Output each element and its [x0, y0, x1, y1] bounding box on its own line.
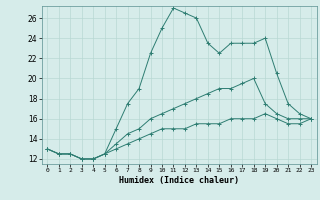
X-axis label: Humidex (Indice chaleur): Humidex (Indice chaleur): [119, 176, 239, 185]
